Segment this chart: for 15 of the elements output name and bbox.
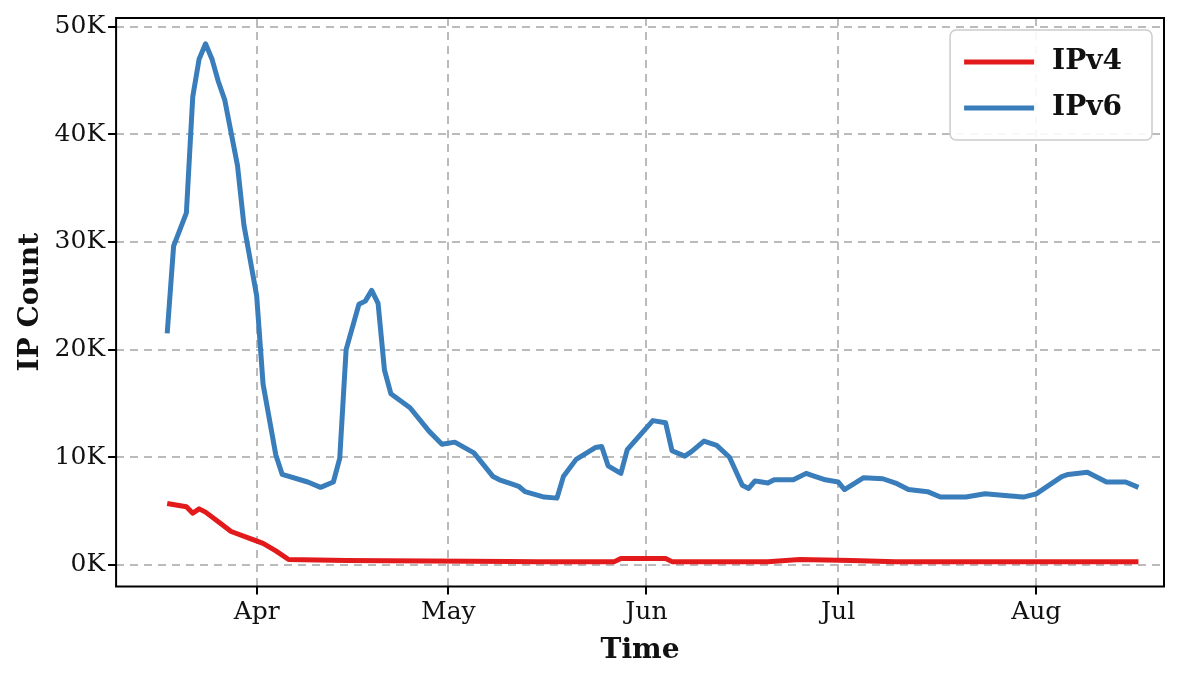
x-tick-label: Aug <box>1010 595 1062 625</box>
y-tick-label: 30K <box>54 225 107 255</box>
y-tick-label: 0K <box>70 548 107 578</box>
y-tick-label: 10K <box>54 440 107 470</box>
y-axis-title: IP Count <box>12 232 46 372</box>
x-tick-label: Jun <box>622 595 668 625</box>
x-tick-label: Jul <box>818 595 856 625</box>
x-tick-label: Apr <box>232 595 280 625</box>
y-tick-label: 20K <box>54 333 107 363</box>
y-tick-label: 40K <box>54 117 107 147</box>
legend-label: IPv4 <box>1052 43 1122 77</box>
y-tick-label: 50K <box>54 10 107 40</box>
x-tick-label: May <box>421 595 477 625</box>
legend-label: IPv6 <box>1052 89 1122 123</box>
x-axis-title: Time <box>600 632 680 666</box>
